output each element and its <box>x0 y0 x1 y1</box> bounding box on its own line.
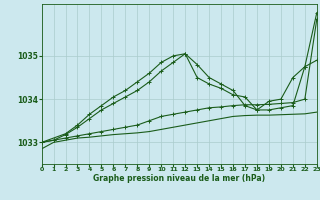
X-axis label: Graphe pression niveau de la mer (hPa): Graphe pression niveau de la mer (hPa) <box>93 174 265 183</box>
